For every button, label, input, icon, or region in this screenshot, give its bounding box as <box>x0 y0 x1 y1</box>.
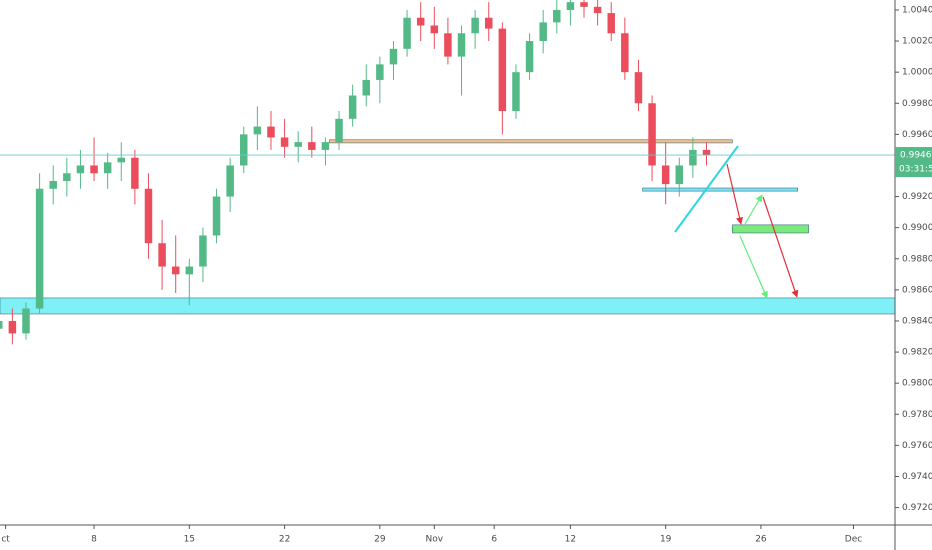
candle-body <box>294 142 302 147</box>
candle-body <box>308 142 316 150</box>
price-label: 0.99467 <box>900 151 932 161</box>
candle-body <box>348 95 357 119</box>
x-tick-label: 26 <box>755 535 767 545</box>
candle-body <box>226 165 234 197</box>
x-tick-label: 6 <box>491 535 497 545</box>
candle-body <box>689 149 697 166</box>
candle-body <box>512 72 520 112</box>
candle-body <box>35 188 44 309</box>
candle-body <box>661 165 670 185</box>
zone <box>642 187 798 192</box>
x-tick-label: 12 <box>565 535 576 545</box>
x-tick-label: 8 <box>91 535 97 545</box>
plot-area <box>0 0 895 345</box>
candle-body <box>76 165 85 174</box>
candle-body <box>280 137 289 147</box>
x-tick-label: 29 <box>374 535 386 545</box>
candle-body <box>171 266 180 275</box>
y-tick-label: 1.00200 <box>902 37 932 47</box>
candle-body <box>525 41 534 73</box>
candle-body <box>539 22 547 42</box>
candle-body <box>362 79 370 96</box>
x-tick-label: Nov <box>426 535 444 545</box>
candle-body <box>484 17 493 29</box>
candle-body <box>566 2 575 10</box>
x-tick-label: ct <box>1 535 10 545</box>
candle-body <box>335 118 343 143</box>
candle-body <box>144 188 153 244</box>
candle-body <box>580 2 588 7</box>
candle-body <box>158 243 166 267</box>
candle-body <box>63 173 71 182</box>
x-tick-label: 15 <box>184 535 195 545</box>
arrow <box>726 163 744 225</box>
arrow <box>739 235 768 299</box>
candle-body <box>403 17 411 49</box>
candle-body <box>553 9 561 23</box>
x-tick-label: Dec <box>845 535 862 545</box>
candle-body <box>702 149 711 156</box>
candle-body <box>457 33 466 57</box>
candle-body <box>103 162 112 174</box>
candle-body <box>49 181 57 189</box>
candle-body <box>416 17 425 26</box>
candle-body <box>0 320 3 329</box>
candle-body <box>199 235 207 267</box>
price-label-box <box>895 147 932 178</box>
candle-body <box>253 126 262 135</box>
countdown: 03:31:51 <box>899 165 932 175</box>
drawings <box>674 145 799 299</box>
arrow <box>744 194 763 225</box>
candle-body <box>267 126 275 138</box>
candle-body <box>185 266 194 275</box>
candle-body <box>389 48 398 65</box>
y-tick-label: 1.00000 <box>902 68 932 78</box>
candle-body <box>430 25 439 34</box>
candle-body <box>621 33 629 73</box>
candle-body <box>648 103 656 166</box>
zone <box>732 224 809 234</box>
candle-body <box>593 6 602 14</box>
candle-body <box>8 320 17 334</box>
candle-body <box>498 28 507 112</box>
candle-body <box>131 157 139 189</box>
candle-body <box>212 196 221 236</box>
arrow <box>762 196 799 298</box>
x-tick-label: 19 <box>660 535 672 545</box>
candle-body <box>90 165 98 174</box>
candle-body <box>675 165 684 185</box>
zone <box>0 297 895 315</box>
x-tick-label: 22 <box>279 535 290 545</box>
zone <box>329 139 733 144</box>
trend-line <box>674 145 739 233</box>
candle-body <box>607 13 615 34</box>
candle-body <box>240 134 248 166</box>
candle-body <box>634 72 643 104</box>
candle-body <box>471 17 479 34</box>
candle-body <box>22 308 30 334</box>
candle-body <box>376 64 384 80</box>
y-tick-label: 0.99800 <box>902 99 932 109</box>
candle-body <box>444 33 452 57</box>
y-tick-label: 1.00400 <box>902 5 932 15</box>
candle-body <box>321 142 330 150</box>
candle-body <box>117 157 126 163</box>
